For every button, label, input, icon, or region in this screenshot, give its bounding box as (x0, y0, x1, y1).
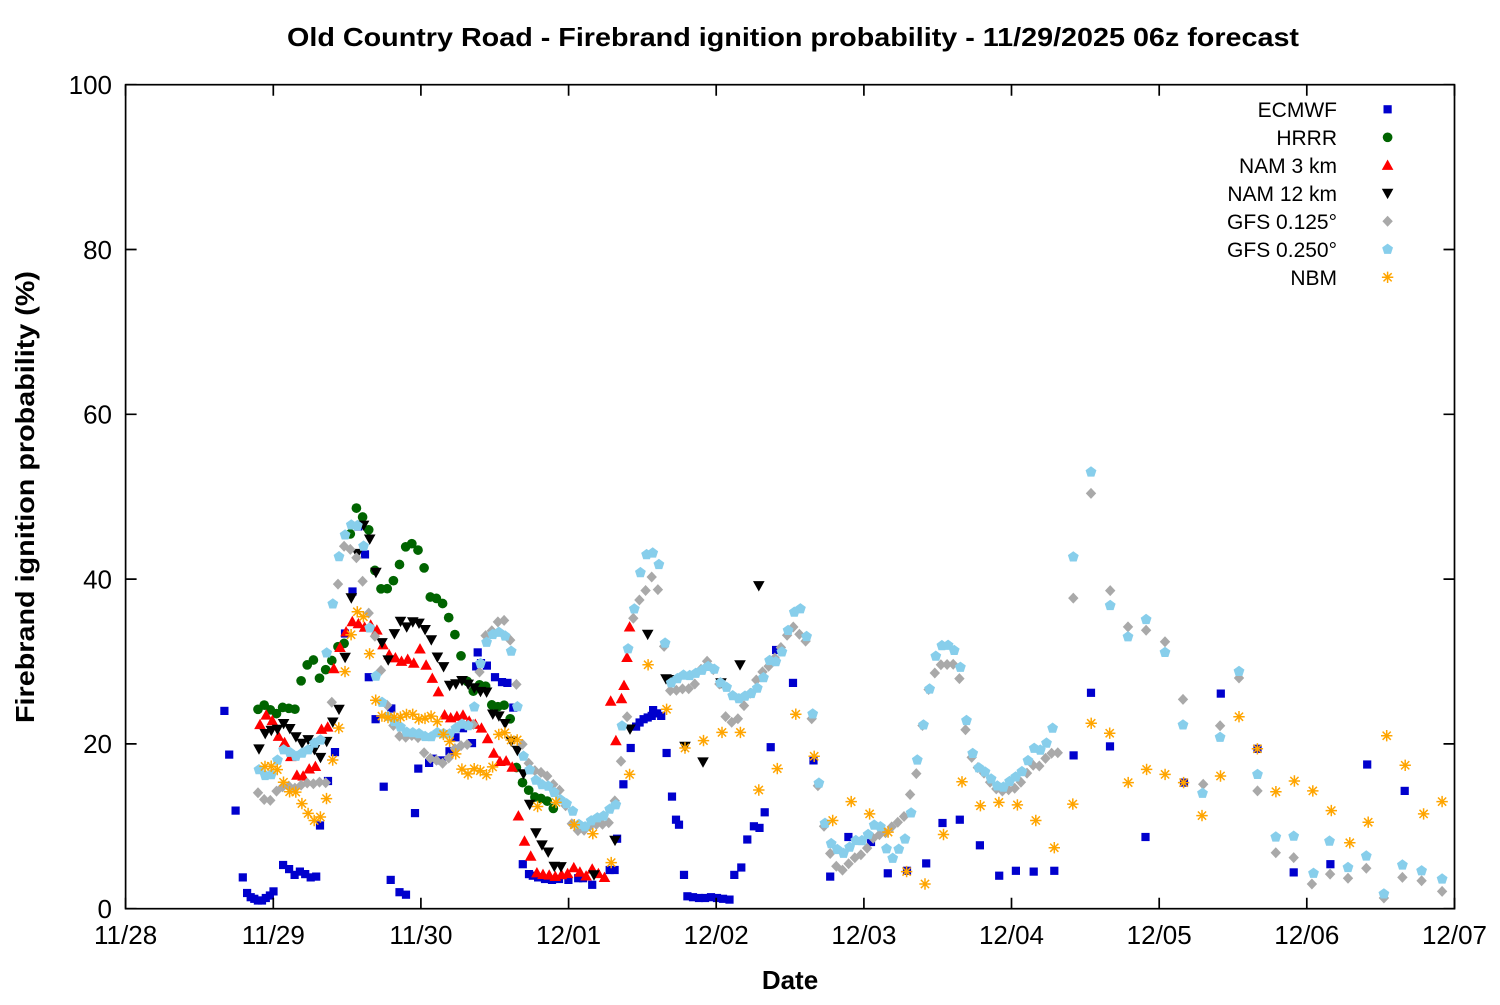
svg-text:12/05: 12/05 (1127, 920, 1192, 950)
svg-text:0: 0 (98, 894, 112, 924)
svg-text:40: 40 (83, 564, 112, 594)
svg-text:60: 60 (83, 400, 112, 430)
svg-text:NBM: NBM (1290, 267, 1337, 290)
svg-text:80: 80 (83, 235, 112, 265)
svg-text:Firebrand ignition probability: Firebrand ignition probability (%) (10, 271, 40, 723)
svg-text:NAM 12 km: NAM 12 km (1227, 183, 1337, 206)
svg-text:11/30: 11/30 (389, 920, 452, 950)
svg-text:Date: Date (762, 965, 818, 995)
svg-text:100: 100 (69, 70, 112, 100)
svg-text:Old Country Road - Firebrand i: Old Country Road - Firebrand ignition pr… (287, 22, 1299, 52)
svg-text:GFS 0.250°: GFS 0.250° (1227, 239, 1337, 262)
svg-text:ECMWF: ECMWF (1258, 99, 1337, 122)
svg-text:NAM 3 km: NAM 3 km (1239, 155, 1337, 178)
svg-text:12/07: 12/07 (1422, 920, 1487, 950)
svg-text:GFS 0.125°: GFS 0.125° (1227, 211, 1337, 234)
svg-text:12/03: 12/03 (831, 920, 896, 950)
svg-text:HRRR: HRRR (1276, 127, 1337, 150)
svg-text:12/06: 12/06 (1274, 920, 1339, 950)
svg-text:11/29: 11/29 (242, 920, 305, 950)
svg-text:12/04: 12/04 (979, 920, 1044, 950)
svg-text:20: 20 (83, 729, 112, 759)
svg-text:11/28: 11/28 (94, 920, 157, 950)
svg-text:12/02: 12/02 (684, 920, 749, 950)
svg-text:12/01: 12/01 (536, 920, 601, 950)
